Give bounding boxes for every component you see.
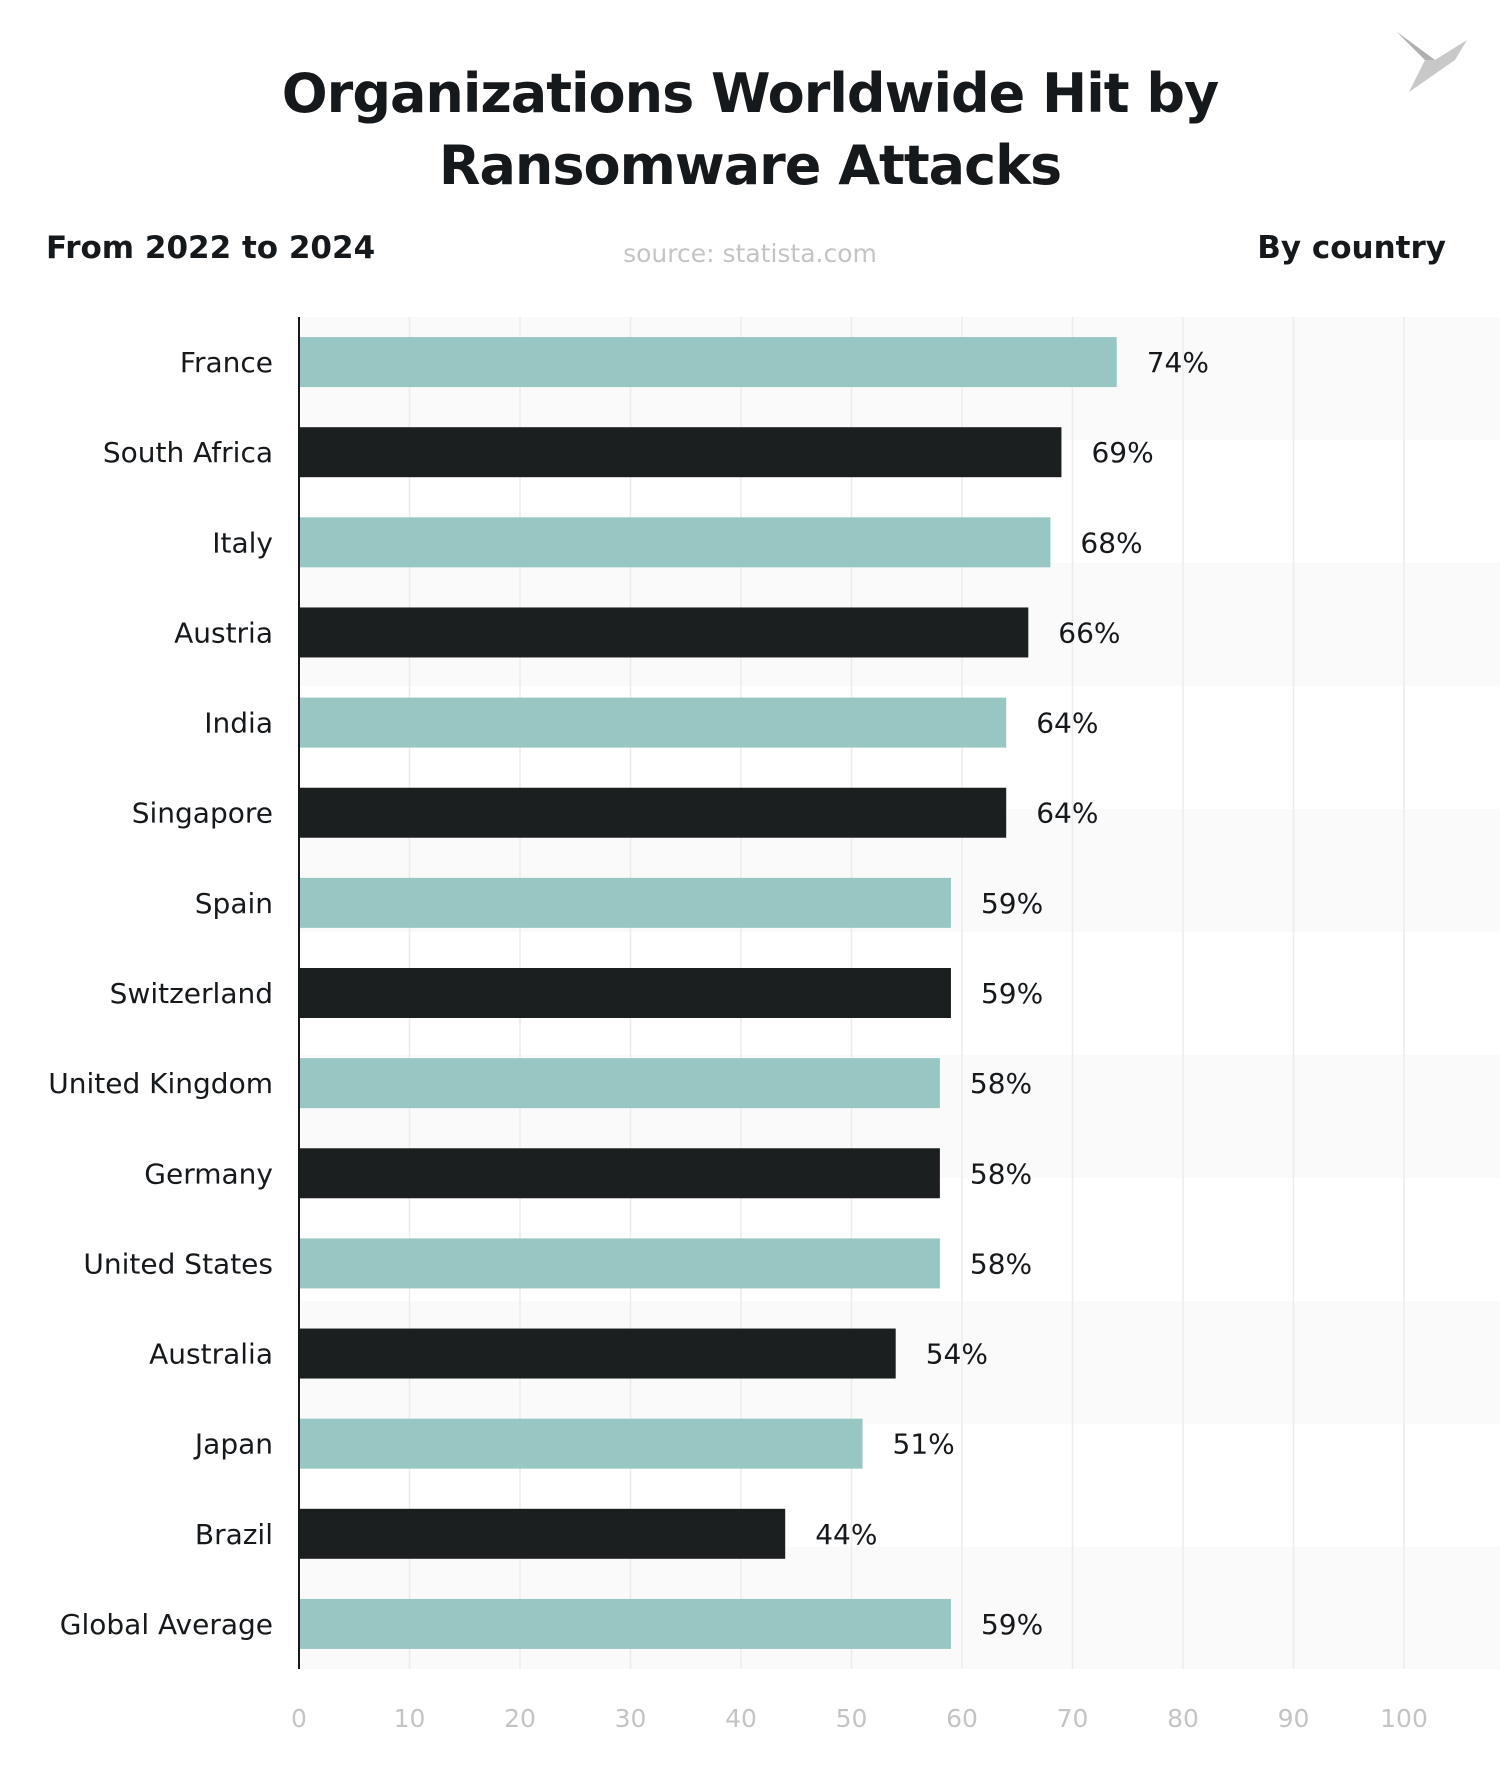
category-label: Italy xyxy=(212,526,273,559)
bird-logo-icon xyxy=(1397,32,1467,92)
x-tick-label: 50 xyxy=(836,1704,868,1733)
subtitle-right: By country xyxy=(1257,230,1446,266)
bar-france xyxy=(299,337,1117,388)
category-label: Australia xyxy=(149,1338,273,1371)
bar-italy xyxy=(299,517,1051,568)
bar-germany xyxy=(299,1148,940,1199)
value-label: 66% xyxy=(1058,616,1120,649)
x-tick-label: 60 xyxy=(946,1704,978,1733)
value-label: 64% xyxy=(1036,797,1098,830)
title-line-1: Organizations Worldwide Hit by xyxy=(281,62,1219,125)
category-label: Japan xyxy=(193,1428,273,1461)
bar-singapore xyxy=(299,787,1007,838)
value-label: 59% xyxy=(981,887,1043,920)
value-label: 69% xyxy=(1091,436,1153,469)
value-label: 51% xyxy=(893,1428,955,1461)
category-label: Singapore xyxy=(132,797,273,830)
source-text: source: statista.com xyxy=(623,239,877,268)
category-label: United States xyxy=(83,1247,273,1280)
category-label: Global Average xyxy=(60,1608,273,1641)
value-label: 54% xyxy=(926,1338,988,1371)
category-label: Brazil xyxy=(195,1518,273,1551)
x-tick-label: 20 xyxy=(504,1704,536,1733)
x-tick-label: 70 xyxy=(1057,1704,1089,1733)
category-label: Switzerland xyxy=(110,977,273,1010)
bar-spain xyxy=(299,877,951,928)
chart-title: Organizations Worldwide Hit by Ransomwar… xyxy=(0,58,1500,202)
value-label: 68% xyxy=(1080,526,1142,559)
value-label: 58% xyxy=(970,1157,1032,1190)
x-tick-label: 0 xyxy=(291,1704,307,1733)
value-label: 59% xyxy=(981,977,1043,1010)
bar-global-average xyxy=(299,1598,951,1649)
value-label: 58% xyxy=(970,1247,1032,1280)
category-label: United Kingdom xyxy=(48,1067,273,1100)
title-line-2: Ransomware Attacks xyxy=(438,134,1062,197)
category-label: Germany xyxy=(144,1157,273,1190)
category-label: Austria xyxy=(174,616,273,649)
bar-united-kingdom xyxy=(299,1058,940,1109)
bar-brazil xyxy=(299,1508,786,1559)
value-label: 44% xyxy=(815,1518,877,1551)
bar-switzerland xyxy=(299,968,951,1018)
x-tick-label: 100 xyxy=(1380,1704,1428,1733)
x-tick-label: 40 xyxy=(725,1704,757,1733)
value-label: 59% xyxy=(981,1608,1043,1641)
bar-south-africa xyxy=(299,427,1062,478)
subtitle-left: From 2022 to 2024 xyxy=(46,230,376,266)
bar-india xyxy=(299,697,1007,748)
category-label: France xyxy=(180,346,273,379)
x-tick-label: 30 xyxy=(615,1704,647,1733)
bar-japan xyxy=(299,1418,863,1469)
category-label: India xyxy=(204,707,273,740)
bar-united-states xyxy=(299,1238,940,1289)
value-label: 74% xyxy=(1147,346,1209,379)
category-label: South Africa xyxy=(103,436,273,469)
x-tick-label: 90 xyxy=(1278,1704,1310,1733)
x-tick-label: 80 xyxy=(1167,1704,1199,1733)
bar-australia xyxy=(299,1328,896,1379)
x-tick-label: 10 xyxy=(394,1704,426,1733)
bar-austria xyxy=(299,607,1029,658)
value-label: 64% xyxy=(1036,707,1098,740)
category-label: Spain xyxy=(195,887,273,920)
value-label: 58% xyxy=(970,1067,1032,1100)
